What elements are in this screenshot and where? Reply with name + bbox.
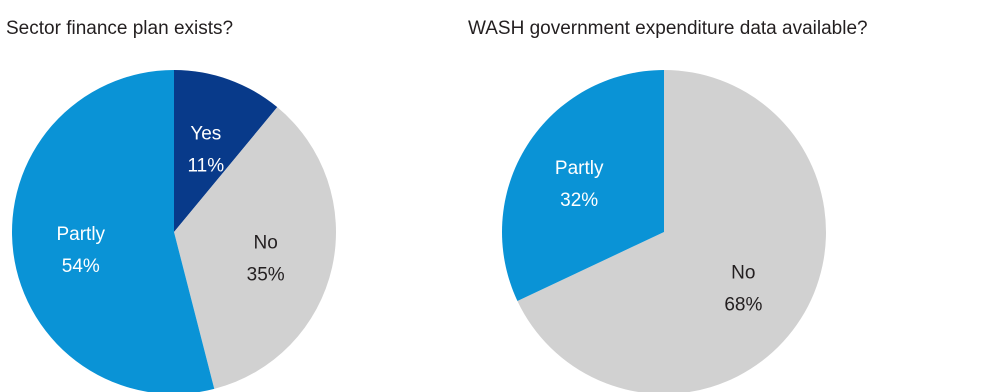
pie-label-no: No 68% xyxy=(724,262,762,315)
pie-label-no: No 35% xyxy=(247,232,285,285)
pie-label-no-value: 68% xyxy=(724,294,762,315)
pie-label-no-name: No xyxy=(731,262,755,283)
pie-label-partly: Partly 54% xyxy=(56,224,105,277)
chart-title-sector-finance: Sector finance plan exists? xyxy=(6,18,234,39)
pie-label-yes-name: Yes xyxy=(190,124,221,145)
pie-label-yes: Yes 11% xyxy=(188,124,225,177)
chart-title-wash-expenditure: WASH government expenditure data availab… xyxy=(468,18,868,39)
pie-label-no-value: 35% xyxy=(247,264,285,285)
pie-label-partly-value: 54% xyxy=(62,256,100,277)
pie-label-partly-value: 32% xyxy=(560,190,598,211)
pie-slice-no xyxy=(517,70,826,392)
pie-label-partly-name: Partly xyxy=(555,158,604,179)
pie-label-partly-name: Partly xyxy=(56,224,105,245)
pie-label-no-name: No xyxy=(254,232,278,253)
pie-slice-yes xyxy=(174,70,278,232)
pie-label-partly: Partly 32% xyxy=(555,158,604,211)
pie-slice-partly xyxy=(12,70,215,392)
pie-slice-no xyxy=(174,107,336,389)
pie-chart-sector-finance: Yes 11% No 35% Partly 54% xyxy=(12,70,336,392)
pie-label-yes-value: 11% xyxy=(188,156,225,177)
pie-slice-partly xyxy=(501,70,664,301)
